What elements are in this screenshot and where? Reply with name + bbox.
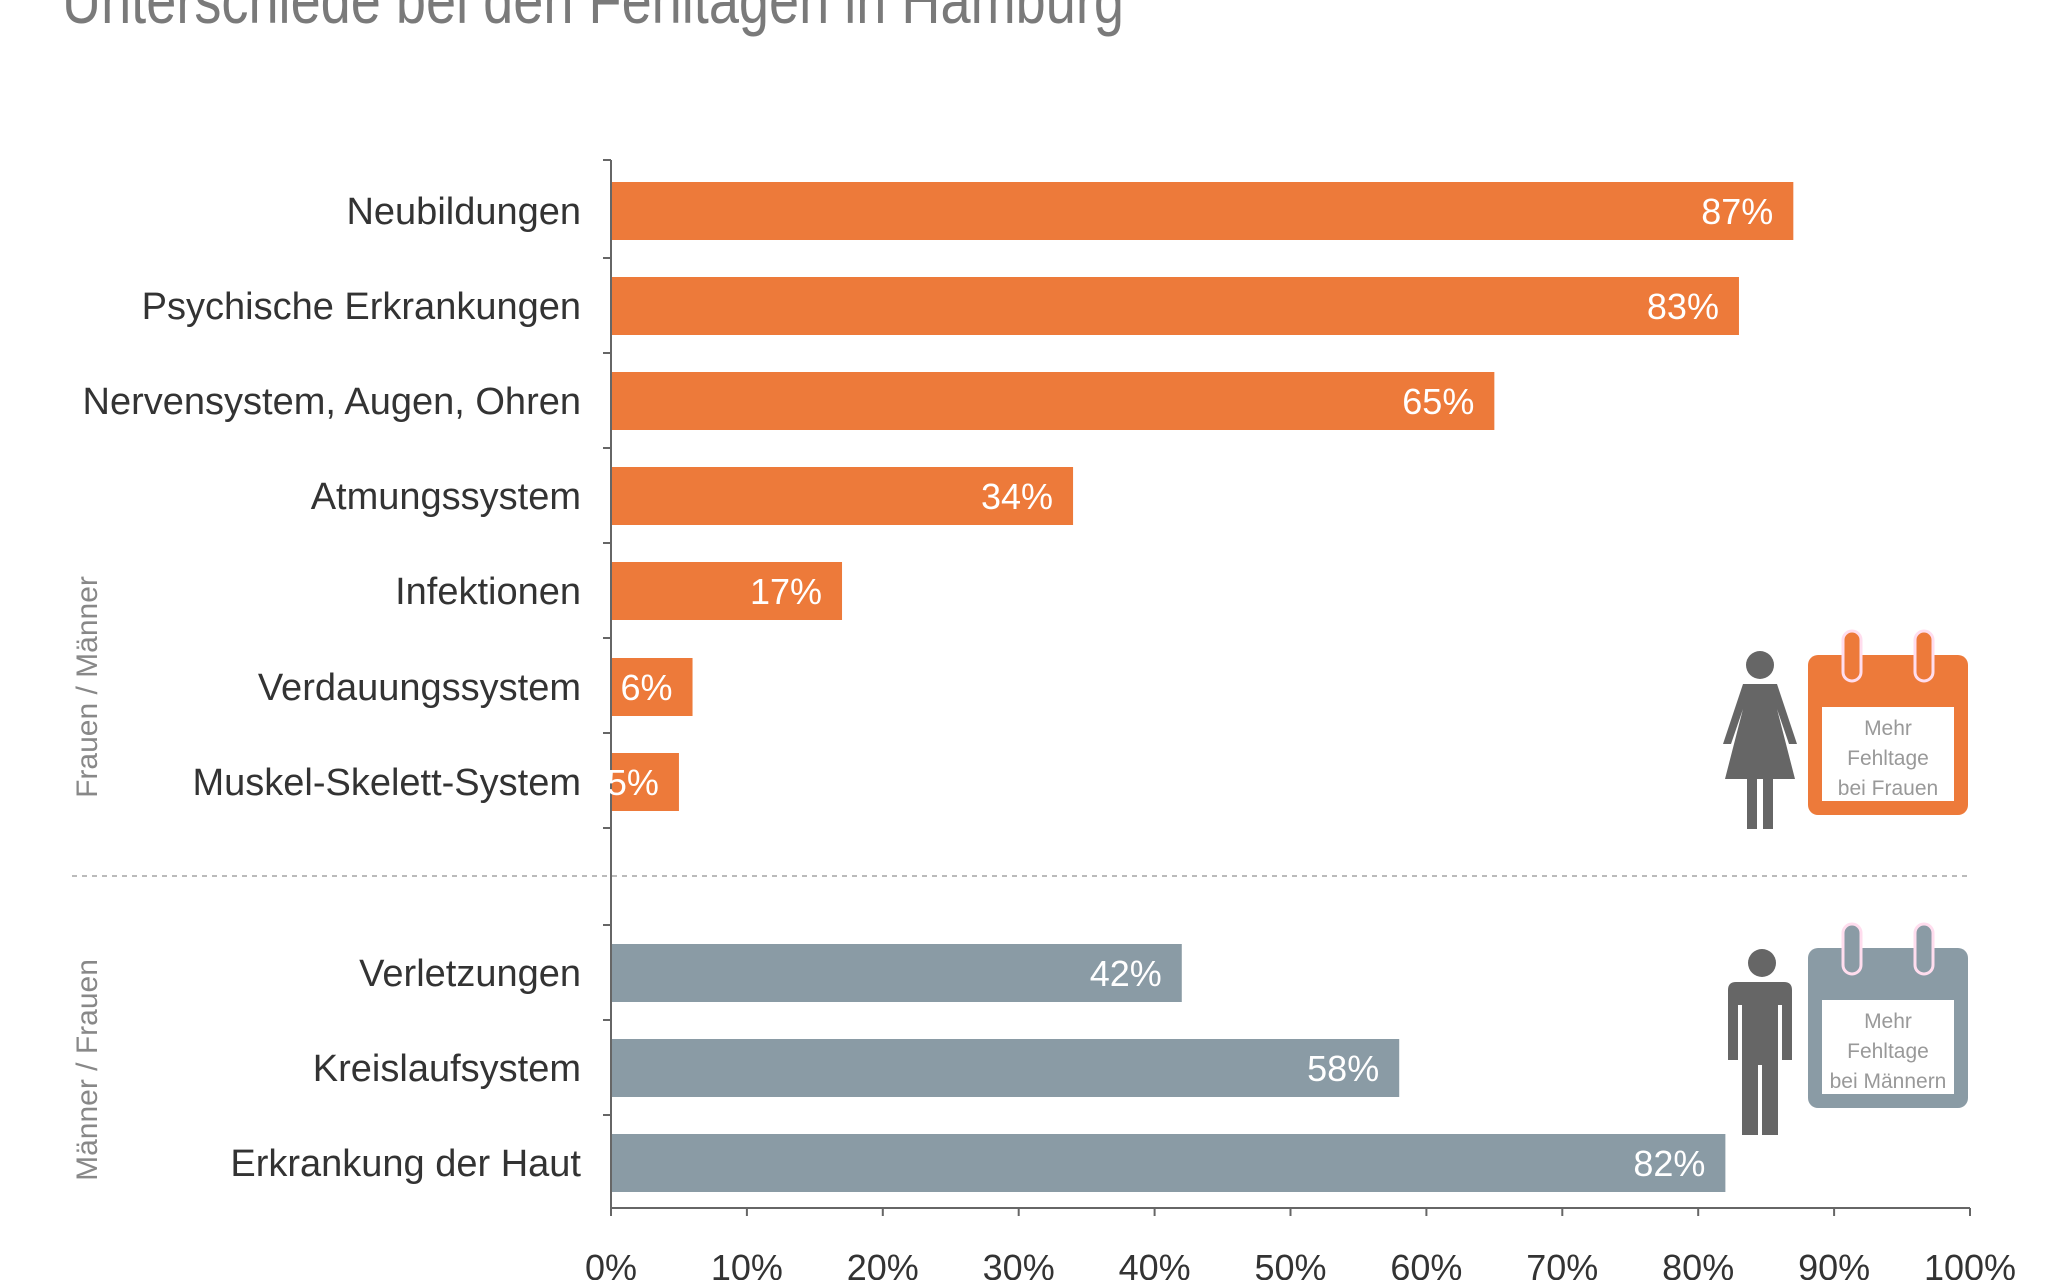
bar <box>612 372 1495 430</box>
group-label: Männer / Frauen <box>71 959 104 1181</box>
bar <box>612 658 693 716</box>
data-label: 34% <box>981 476 1053 517</box>
data-label: 42% <box>1090 953 1162 994</box>
x-tick-label: 70% <box>1526 1247 1598 1280</box>
data-label: 87% <box>1701 191 1773 232</box>
data-label: 65% <box>1402 381 1474 422</box>
category-label: Muskel-Skelett-System <box>192 762 581 804</box>
bar <box>612 277 1739 335</box>
data-label: 5% <box>607 762 659 803</box>
bar <box>612 753 679 811</box>
calendar-ring <box>1841 922 1863 976</box>
x-tick-label: 100% <box>1924 1247 2016 1280</box>
category-label: Verletzungen <box>359 953 581 995</box>
x-tick-label: 60% <box>1390 1247 1462 1280</box>
calendar-page <box>1822 1000 1954 1094</box>
woman-icon <box>1723 684 1797 829</box>
category-label: Kreislaufsystem <box>313 1048 581 1090</box>
calendar-page <box>1822 707 1954 801</box>
category-label: Verdauungssystem <box>258 667 581 709</box>
data-label: 58% <box>1307 1048 1379 1089</box>
category-label: Neubildungen <box>346 191 581 233</box>
legend-text: bei Frauen <box>1838 777 1938 800</box>
category-label: Psychische Erkrankungen <box>142 286 581 328</box>
legend-text: Fehltage <box>1847 1040 1929 1063</box>
x-tick-label: 20% <box>847 1247 919 1280</box>
x-tick-label: 80% <box>1662 1247 1734 1280</box>
legend-text: bei Männern <box>1830 1070 1947 1093</box>
x-tick-label: 40% <box>1119 1247 1191 1280</box>
bar <box>612 467 1074 525</box>
category-label: Infektionen <box>395 571 581 613</box>
data-label: 82% <box>1633 1143 1705 1184</box>
x-tick-label: 90% <box>1798 1247 1870 1280</box>
category-label: Erkrankung der Haut <box>230 1143 581 1185</box>
legend-text: Mehr <box>1864 717 1912 740</box>
bar <box>612 1134 1726 1192</box>
x-tick-label: 10% <box>711 1247 783 1280</box>
bar <box>612 562 843 620</box>
legend-text: Mehr <box>1864 1010 1912 1033</box>
x-tick-label: 50% <box>1254 1247 1326 1280</box>
data-label: 17% <box>750 571 822 612</box>
legend-text: Fehltage <box>1847 747 1929 770</box>
group-label: Frauen / Männer <box>71 576 104 798</box>
man-icon <box>1728 982 1792 1135</box>
calendar-ring <box>1841 629 1863 683</box>
bar <box>612 182 1794 240</box>
data-label: 6% <box>621 667 673 708</box>
bar <box>612 1039 1400 1097</box>
calendar-ring <box>1913 922 1935 976</box>
calendar-ring <box>1913 629 1935 683</box>
woman-head-icon <box>1746 651 1774 679</box>
data-label: 83% <box>1647 286 1719 327</box>
man-head-icon <box>1748 949 1776 977</box>
category-label: Nervensystem, Augen, Ohren <box>83 381 581 423</box>
bar <box>612 944 1182 1002</box>
chart-title: Unterschiede bei den Fehltagen in Hambur… <box>62 0 1125 37</box>
x-tick-label: 0% <box>585 1247 637 1280</box>
category-label: Atmungssystem <box>311 476 581 518</box>
x-tick-label: 30% <box>983 1247 1055 1280</box>
